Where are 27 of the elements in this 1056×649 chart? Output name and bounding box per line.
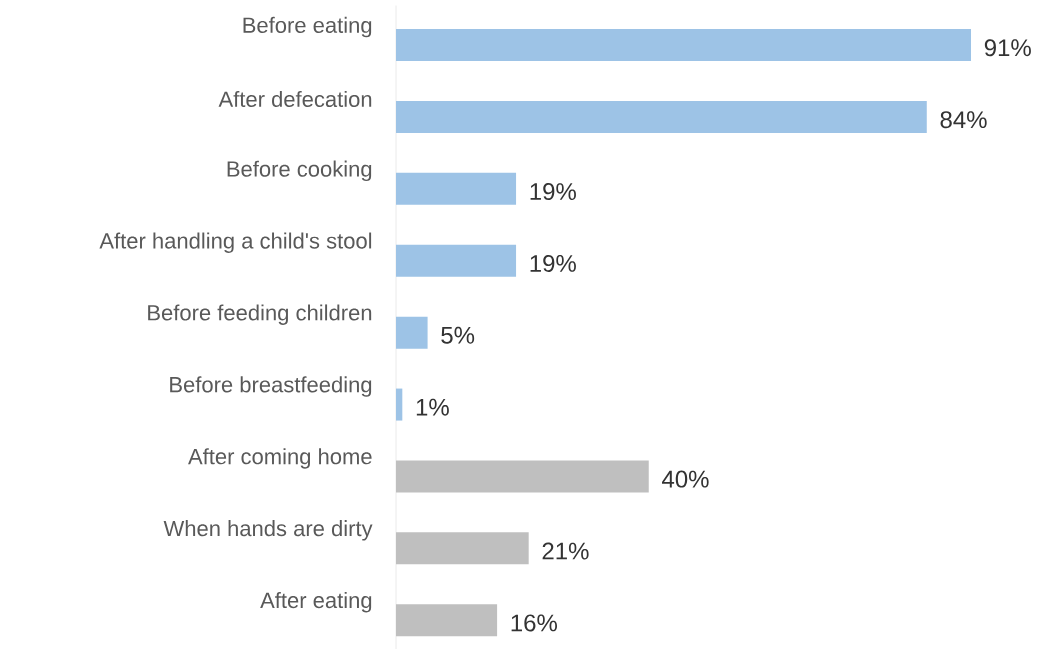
y-tick-label: After eating bbox=[260, 591, 372, 613]
data-label: 19% bbox=[530, 182, 576, 200]
y-tick-label: Before feeding children bbox=[148, 304, 372, 325]
y-tick-label: Before eating bbox=[243, 16, 372, 38]
y-tick-label: Before breastfeeding bbox=[170, 376, 372, 397]
data-label: 16% bbox=[511, 614, 557, 632]
data-label: 19% bbox=[530, 254, 576, 272]
bar bbox=[396, 460, 649, 493]
y-tick-label: After defecation bbox=[218, 90, 372, 107]
bar bbox=[396, 244, 517, 277]
bar bbox=[396, 100, 927, 133]
data-label: 1% bbox=[416, 398, 449, 416]
bar bbox=[396, 532, 529, 565]
y-tick-label: After coming home bbox=[188, 448, 372, 469]
y-tick-label: When hands are dirty bbox=[163, 519, 373, 541]
data-label: 84% bbox=[940, 111, 987, 129]
bar bbox=[396, 316, 428, 349]
data-label: 40% bbox=[662, 470, 709, 488]
y-tick-label: After handling a child's stool bbox=[99, 232, 372, 253]
data-label: 5% bbox=[441, 326, 475, 344]
bar bbox=[396, 172, 517, 205]
bar bbox=[396, 604, 498, 637]
data-label: 91% bbox=[984, 39, 1031, 57]
data-label: 21% bbox=[542, 542, 589, 560]
bar bbox=[396, 28, 972, 61]
bar bbox=[396, 388, 403, 421]
y-tick-label: Before cooking bbox=[227, 160, 372, 181]
